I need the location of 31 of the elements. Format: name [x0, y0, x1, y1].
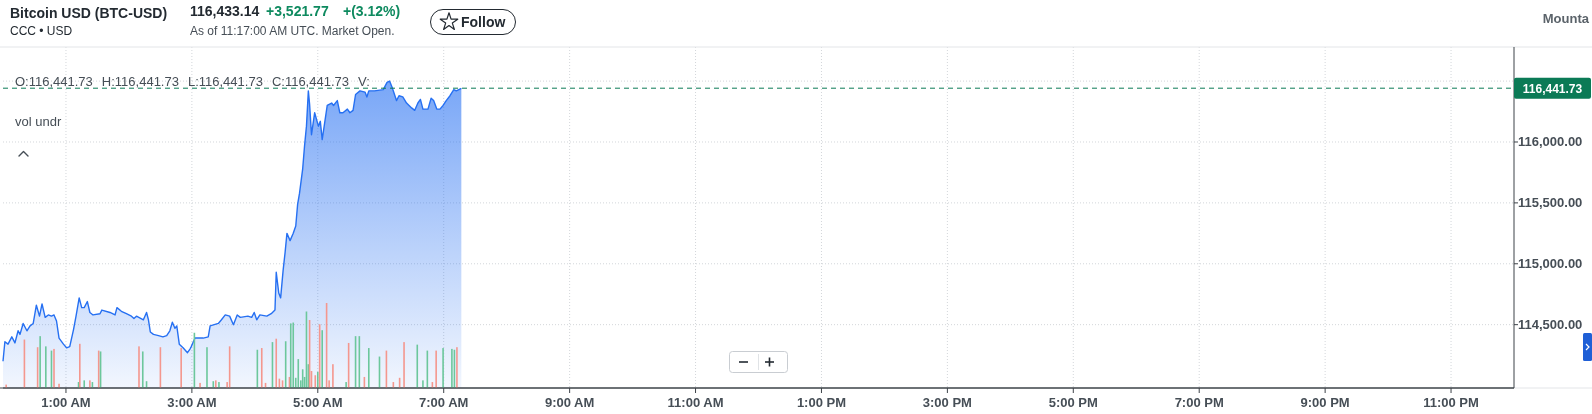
y-tick-label: 116,000.00 — [1518, 134, 1583, 150]
y-tick-label: 114,500.00 — [1518, 317, 1583, 333]
annotation: V: — [358, 74, 370, 89]
text: Mounta — [1542, 11, 1590, 26]
chart-subtitle: CCC • USD — [10, 24, 73, 38]
text: +3,521.77 — [266, 3, 329, 19]
text: +(3.12%) — [343, 3, 401, 19]
text: Follow — [461, 14, 506, 30]
chart-title: Bitcoin USD (BTC-USD) — [10, 5, 168, 21]
x-tick-label: 5:00 AM — [293, 395, 343, 410]
x-tick-label: 9:00 PM — [1300, 395, 1350, 410]
x-tick-label: 11:00 PM — [1423, 395, 1479, 410]
x-tick-label: 9:00 AM — [544, 395, 595, 410]
x-tick-label: 11:00 AM — [667, 395, 724, 410]
annotation: vol undr — [15, 114, 62, 129]
x-tick-label: 3:00 PM — [922, 395, 972, 410]
annotation: L:116,441.73 — [187, 74, 263, 89]
y-tick-label: 115,500.00 — [1518, 195, 1583, 211]
annotation: O:116,441.73 — [15, 74, 93, 89]
text: 116,433.14 — [190, 3, 260, 19]
ref-line-label: 116,441.73 — [1522, 81, 1583, 96]
text: As of 11:17:00 AM UTC. Market Open. — [190, 24, 395, 38]
x-tick-label: 3:00 AM — [167, 395, 217, 410]
x-tick-label: 7:00 PM — [1174, 395, 1224, 410]
y-tick-label: 115,000.00 — [1518, 256, 1583, 272]
x-tick-label: 1:00 AM — [41, 395, 91, 410]
annotation: H:116,441.73 — [101, 74, 179, 89]
annotation: C:116,441.73 — [271, 74, 349, 89]
x-tick-label: 1:00 PM — [796, 395, 847, 410]
x-tick-label: 5:00 PM — [1048, 395, 1098, 410]
x-tick-label: 7:00 AM — [419, 395, 469, 410]
